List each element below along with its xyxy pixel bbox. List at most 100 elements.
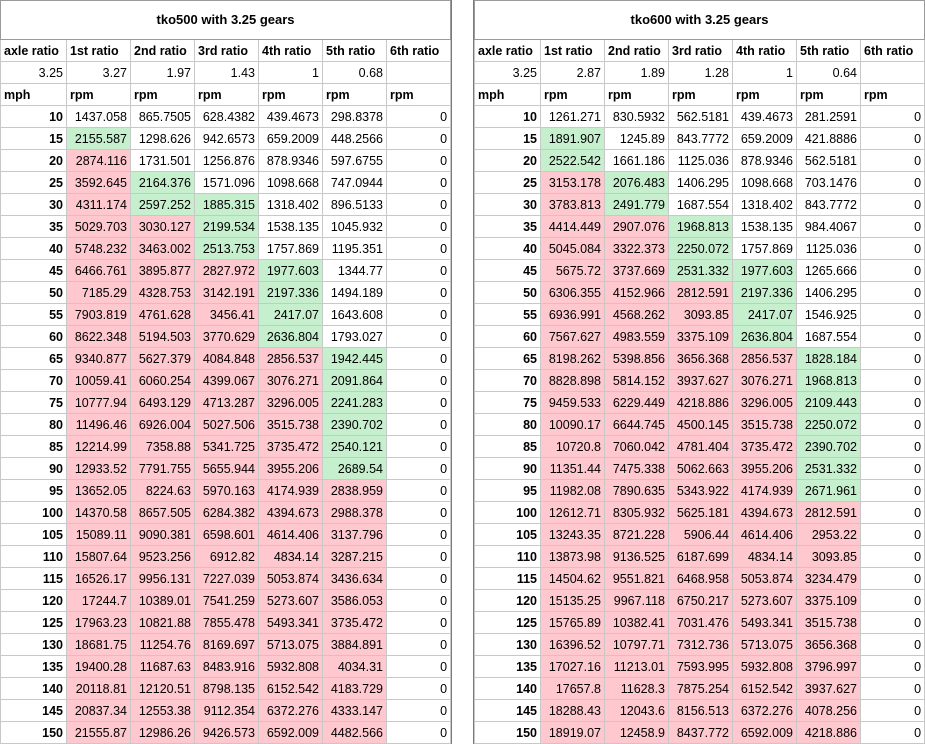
rpm-cell: 1546.925 bbox=[796, 303, 861, 326]
rpm-cell: 0 bbox=[385, 523, 452, 546]
rpm-cell: 0 bbox=[385, 589, 452, 612]
rpm-cell: 1793.027 bbox=[322, 325, 387, 348]
table-row: 40 5748.232 3463.002 2513.753 1757.869 1195.3… bbox=[0, 237, 452, 260]
table-row: 45 6466.761 3895.877 2827.972 1977.603 1344.7… bbox=[0, 259, 452, 282]
rpm-cell: 6060.254 bbox=[130, 369, 195, 392]
rpm-cell: 1298.626 bbox=[130, 127, 195, 150]
table-row: 25 3153.178 2076.483 1406.295 1098.668 703.14… bbox=[474, 171, 925, 194]
rpm-cell: 2390.702 bbox=[796, 435, 861, 458]
table-row: 20 2874.116 1731.501 1256.876 878.9346 597.67… bbox=[0, 149, 452, 172]
rpm-cell: 1045.932 bbox=[322, 215, 387, 238]
rpm-cell: 6229.449 bbox=[604, 391, 669, 414]
mph-cell: 100 bbox=[0, 501, 67, 524]
rpm-cell: 2417.07 bbox=[732, 303, 797, 326]
rpm-cell: 2953.22 bbox=[796, 523, 861, 546]
rpm-cell: 878.9346 bbox=[732, 149, 797, 172]
rpm-cell: 6284.382 bbox=[194, 501, 259, 524]
rpm-cell: 0 bbox=[859, 303, 925, 326]
rpm-cell: 0 bbox=[859, 105, 925, 128]
rpm-cell: 6926.004 bbox=[130, 413, 195, 436]
rpm-cell: 2164.376 bbox=[130, 171, 195, 194]
rpm-cell: 659.2009 bbox=[732, 127, 797, 150]
rpm-cell: 843.7772 bbox=[796, 193, 861, 216]
mph-cell: 10 bbox=[0, 105, 67, 128]
mph-cell: 45 bbox=[474, 259, 541, 282]
mph-cell: 30 bbox=[474, 193, 541, 216]
mph-cell: 45 bbox=[0, 259, 67, 282]
rpm-cell: 3656.368 bbox=[796, 633, 861, 656]
ratio-cell bbox=[859, 61, 925, 84]
rpm-cell: 6493.129 bbox=[130, 391, 195, 414]
table-title: tko500 with 3.25 gears bbox=[0, 0, 452, 40]
rpm-cell: 1125.036 bbox=[668, 149, 733, 172]
rpm-cell: 6187.699 bbox=[668, 545, 733, 568]
mph-cell: 140 bbox=[0, 677, 67, 700]
rpm-cell: 0 bbox=[385, 611, 452, 634]
rpm-cell: 0 bbox=[859, 347, 925, 370]
mph-cell: 30 bbox=[0, 193, 67, 216]
rpm-cell: 4084.848 bbox=[194, 347, 259, 370]
rpm-cell: 0 bbox=[385, 281, 452, 304]
mph-cell: 35 bbox=[474, 215, 541, 238]
rpm-cell: 10777.94 bbox=[66, 391, 131, 414]
rpm-cell: 2671.961 bbox=[796, 479, 861, 502]
rpm-cell: 6644.745 bbox=[604, 413, 669, 436]
rpm-cell: 12553.38 bbox=[130, 699, 195, 722]
rpm-cell: 11213.01 bbox=[604, 655, 669, 678]
table-row: 75 10777.94 6493.129 4713.287 3296.005 2241.2… bbox=[0, 391, 452, 414]
rpm-cell: 0 bbox=[859, 699, 925, 722]
mph-cell: 85 bbox=[474, 435, 541, 458]
rpm-cell: 0 bbox=[385, 435, 452, 458]
rpm-cell: 5970.163 bbox=[194, 479, 259, 502]
rpm-cell: 1687.554 bbox=[668, 193, 733, 216]
rpm-cell: 10382.41 bbox=[604, 611, 669, 634]
rpm-cell: 0 bbox=[859, 413, 925, 436]
rpm-cell: 9523.256 bbox=[130, 545, 195, 568]
rpm-cell: 0 bbox=[385, 369, 452, 392]
rpm-cell: 5045.084 bbox=[540, 237, 605, 260]
column-header: 2nd ratio bbox=[604, 39, 669, 62]
table-row: 20 2522.542 1661.186 1125.036 878.9346 562.51… bbox=[474, 149, 925, 172]
rpm-cell: 11254.76 bbox=[130, 633, 195, 656]
rpm-cell: 3770.629 bbox=[194, 325, 259, 348]
rpm-cell: 4328.753 bbox=[130, 281, 195, 304]
mph-cell: 25 bbox=[0, 171, 67, 194]
column-header: axle ratio bbox=[0, 39, 67, 62]
column-header: 3rd ratio bbox=[668, 39, 733, 62]
rpm-cell: 0 bbox=[385, 501, 452, 524]
table-row: 90 11351.44 7475.338 5062.663 3955.206 2531.3… bbox=[474, 457, 925, 480]
rpm-cell: 0 bbox=[385, 721, 452, 744]
rpm-cell: 16396.52 bbox=[540, 633, 605, 656]
rpm-cell: 1318.402 bbox=[732, 193, 797, 216]
unit-cell: rpm bbox=[194, 83, 259, 106]
rpm-cell: 3586.053 bbox=[322, 589, 387, 612]
rpm-cell: 562.5181 bbox=[796, 149, 861, 172]
rpm-cell: 8798.135 bbox=[194, 677, 259, 700]
rpm-cell: 4152.966 bbox=[604, 281, 669, 304]
rpm-cell: 17657.8 bbox=[540, 677, 605, 700]
rpm-cell: 281.2591 bbox=[796, 105, 861, 128]
table-row: 90 12933.52 7791.755 5655.944 3955.206 2689.5… bbox=[0, 457, 452, 480]
rpm-cell: 1891.907 bbox=[540, 127, 605, 150]
rpm-cell: 1942.445 bbox=[322, 347, 387, 370]
mph-cell: 105 bbox=[474, 523, 541, 546]
rpm-cell: 0 bbox=[385, 215, 452, 238]
rpm-cell: 14504.62 bbox=[540, 567, 605, 590]
rpm-cell: 7358.88 bbox=[130, 435, 195, 458]
rpm-cell: 6372.276 bbox=[258, 699, 323, 722]
rpm-cell: 5341.725 bbox=[194, 435, 259, 458]
ratio-cell: 3.25 bbox=[474, 61, 541, 84]
rpm-cell: 18681.75 bbox=[66, 633, 131, 656]
rpm-cell: 3937.627 bbox=[668, 369, 733, 392]
unit-cell: mph bbox=[0, 83, 67, 106]
rpm-cell: 7185.29 bbox=[66, 281, 131, 304]
rpm-cell: 2155.587 bbox=[66, 127, 131, 150]
table-row: 25 3592.645 2164.376 1571.096 1098.668 747.09… bbox=[0, 171, 452, 194]
ratio-cell: 3.27 bbox=[66, 61, 131, 84]
rpm-cell: 0 bbox=[385, 655, 452, 678]
rpm-cell: 2076.483 bbox=[604, 171, 669, 194]
mph-cell: 55 bbox=[0, 303, 67, 326]
rpm-cell: 13873.98 bbox=[540, 545, 605, 568]
column-header: 6th ratio bbox=[859, 39, 925, 62]
rpm-cell: 2874.116 bbox=[66, 149, 131, 172]
